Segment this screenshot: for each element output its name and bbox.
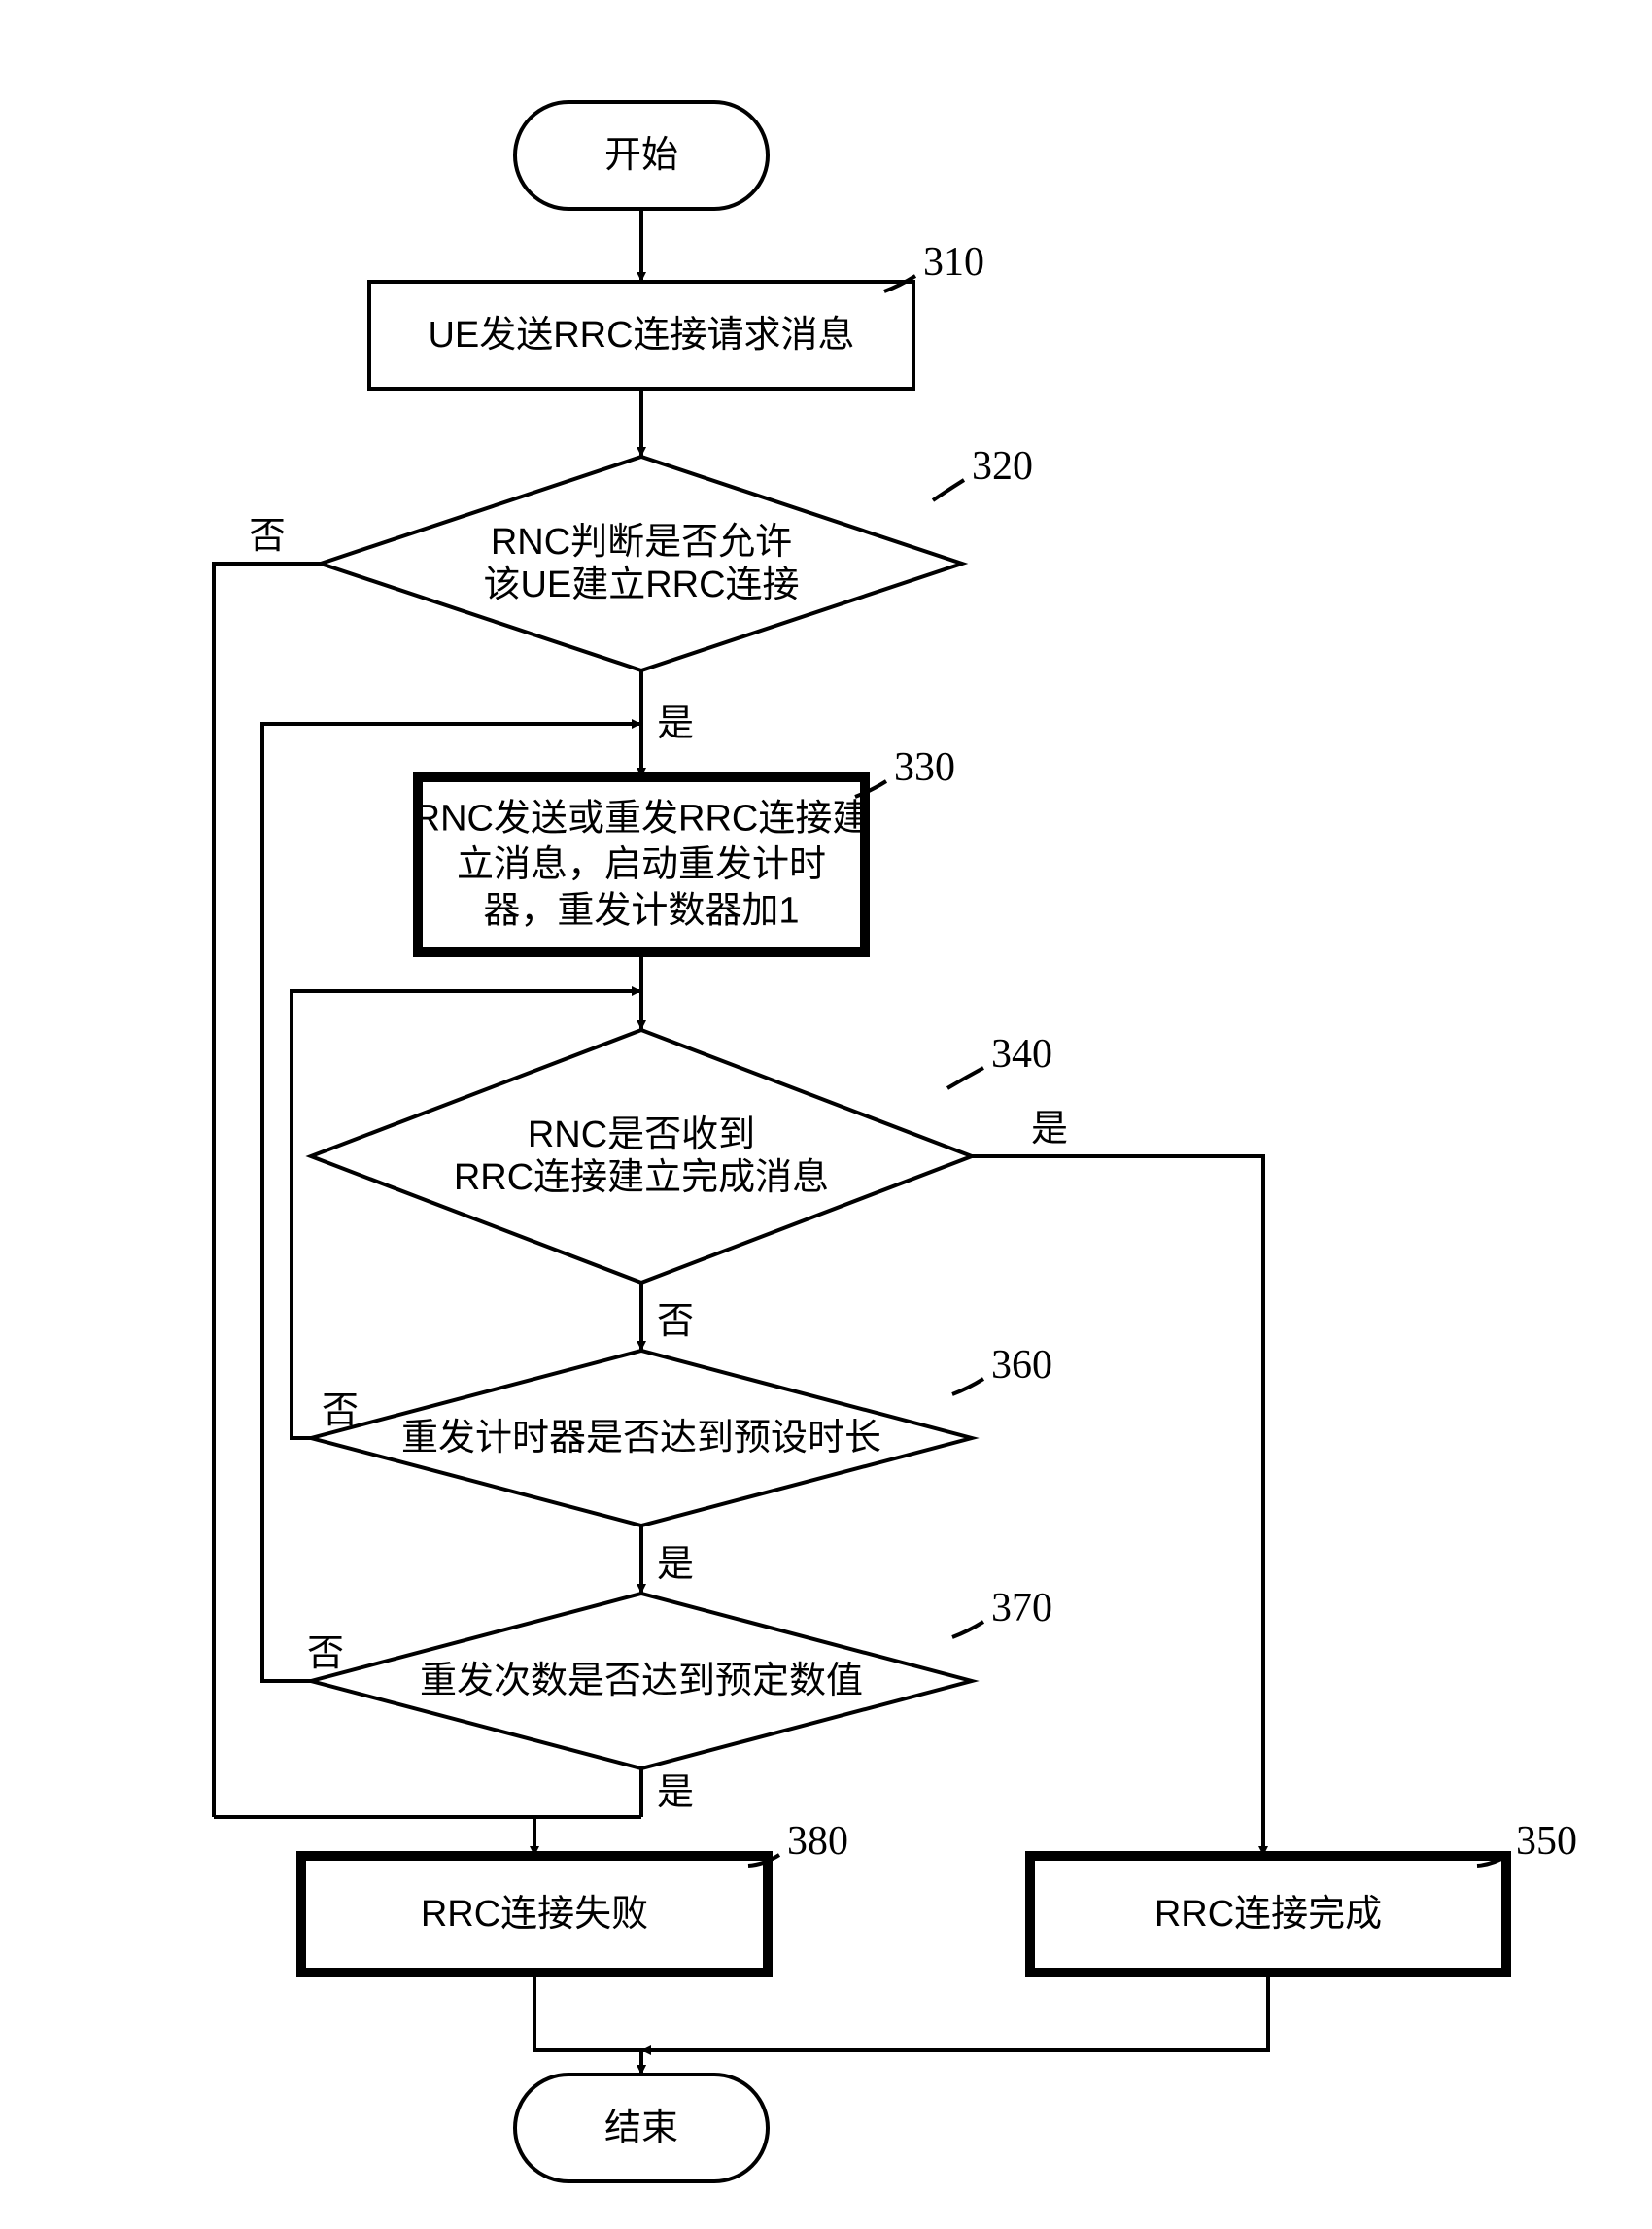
svg-text:RRC连接失败: RRC连接失败 bbox=[421, 1894, 648, 1935]
svg-text:否: 否 bbox=[249, 516, 286, 557]
svg-text:否: 否 bbox=[657, 1301, 694, 1342]
edge bbox=[641, 1972, 1268, 2050]
edge bbox=[214, 564, 321, 1817]
svg-text:RRC连接建立完成消息: RRC连接建立完成消息 bbox=[454, 1157, 829, 1198]
svg-text:该UE建立RRC连接: 该UE建立RRC连接 bbox=[483, 565, 799, 605]
svg-text:350: 350 bbox=[1516, 1819, 1577, 1864]
svg-text:否: 否 bbox=[322, 1390, 359, 1431]
svg-text:310: 310 bbox=[923, 240, 984, 285]
edge bbox=[534, 1817, 641, 1856]
svg-text:否: 否 bbox=[307, 1633, 344, 1674]
svg-text:380: 380 bbox=[787, 1819, 848, 1864]
svg-text:360: 360 bbox=[991, 1343, 1052, 1388]
svg-text:UE发送RRC连接请求消息: UE发送RRC连接请求消息 bbox=[428, 315, 854, 356]
svg-text:重发次数是否达到预定数值: 重发次数是否达到预定数值 bbox=[420, 1661, 863, 1701]
svg-text:320: 320 bbox=[972, 444, 1033, 489]
svg-text:RNC判断是否允许: RNC判断是否允许 bbox=[491, 522, 792, 563]
ref-leader bbox=[947, 1068, 983, 1088]
ref-leader bbox=[952, 1622, 983, 1637]
edge bbox=[972, 1156, 1263, 1856]
svg-text:是: 是 bbox=[657, 703, 694, 744]
svg-text:是: 是 bbox=[657, 1772, 694, 1813]
edge bbox=[534, 1972, 641, 2075]
svg-text:RNC发送或重发RRC连接建: RNC发送或重发RRC连接建 bbox=[414, 799, 870, 840]
svg-text:RNC是否收到: RNC是否收到 bbox=[528, 1114, 755, 1155]
svg-text:340: 340 bbox=[991, 1032, 1052, 1077]
ref-leader bbox=[952, 1379, 983, 1394]
ref-leader bbox=[933, 480, 964, 500]
svg-text:是: 是 bbox=[1031, 1109, 1068, 1149]
svg-text:立消息，启动重发计时: 立消息，启动重发计时 bbox=[457, 844, 826, 885]
svg-text:器，重发计数器加1: 器，重发计数器加1 bbox=[483, 891, 799, 932]
svg-text:开始: 开始 bbox=[604, 135, 678, 176]
svg-text:重发计时器是否达到预设时长: 重发计时器是否达到预设时长 bbox=[401, 1418, 881, 1458]
svg-text:是: 是 bbox=[657, 1544, 694, 1585]
svg-text:370: 370 bbox=[991, 1586, 1052, 1630]
svg-text:结束: 结束 bbox=[604, 2108, 678, 2148]
svg-text:RRC连接完成: RRC连接完成 bbox=[1154, 1894, 1382, 1935]
svg-text:330: 330 bbox=[894, 745, 955, 790]
